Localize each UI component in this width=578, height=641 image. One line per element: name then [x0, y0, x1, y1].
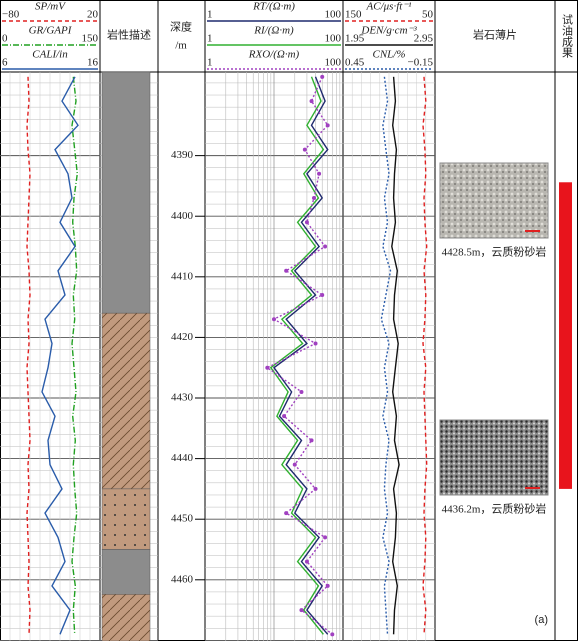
rxo-point	[314, 487, 318, 491]
thin-section-header: 岩石薄片	[473, 28, 517, 42]
rxo-point	[299, 390, 303, 394]
depth-label: 4410	[171, 270, 194, 282]
scale-right: 100	[325, 9, 342, 21]
rxo-point	[282, 414, 286, 418]
rxo-point	[284, 511, 288, 515]
rxo-point	[310, 438, 314, 442]
scale-right: 50	[422, 9, 434, 21]
depth-unit: /m	[175, 40, 187, 52]
depth-label: 4440	[171, 452, 194, 464]
scale-right: 150	[82, 33, 99, 45]
curve-name: RI/(Ω·m)	[253, 25, 294, 37]
rxo-point	[312, 196, 316, 200]
depth-header: 深度	[170, 20, 192, 34]
rxo-point	[330, 632, 334, 636]
curve-name: GR/GAPI	[29, 25, 73, 37]
scale-left: 0	[2, 33, 8, 45]
curve-name: RT/(Ω·m)	[252, 1, 295, 13]
scale-right: −0.15	[408, 57, 434, 69]
scale-left: −80	[2, 9, 20, 21]
curve-name: DEN/g·cm⁻³	[360, 25, 417, 37]
curve-name: CNL/%	[372, 49, 405, 61]
rxo-point	[305, 560, 309, 564]
lithology-interval	[102, 72, 150, 313]
curve-name: AC/μs·ft⁻¹	[366, 1, 412, 13]
depth-label: 4430	[171, 392, 194, 404]
rxo-point	[305, 220, 309, 224]
scale-right: 20	[87, 9, 99, 21]
log-curve	[423, 77, 427, 635]
scale-left: 1	[207, 57, 213, 69]
log-curve	[274, 77, 328, 635]
scale-right: 100	[325, 57, 342, 69]
photo-caption: 4428.5m，云质粉砂岩	[442, 245, 547, 259]
rxo-point	[326, 584, 330, 588]
scale-left: 0.45	[345, 57, 365, 69]
scale-left: 150	[345, 9, 362, 21]
rxo-point	[310, 99, 314, 103]
log-curve	[27, 77, 30, 635]
rxo-point	[323, 535, 327, 539]
rxo-point	[272, 317, 276, 321]
thin-section-photo	[440, 420, 548, 495]
test-interval	[559, 182, 572, 489]
lithology-pattern	[102, 489, 150, 550]
lithology-pattern	[102, 313, 150, 489]
lithology-header: 岩性描述	[107, 28, 151, 42]
scale-left: 1	[207, 33, 213, 45]
rxo-point	[284, 269, 288, 273]
rxo-point	[323, 245, 327, 249]
rxo-point	[317, 172, 321, 176]
curve-name: RXO/(Ω·m)	[248, 49, 300, 61]
rxo-point	[320, 75, 324, 79]
lithology-pattern	[102, 594, 150, 641]
rxo-point	[299, 608, 303, 612]
scale-right: 100	[325, 33, 342, 45]
rxo-point	[320, 293, 324, 297]
lithology-interval	[102, 549, 150, 594]
well-log: 岩性描述 深度 /m 岩石薄片 试油成果 (a) 4390 4400 4410 442…	[0, 0, 578, 641]
log-curve	[267, 77, 332, 635]
log-curve	[72, 77, 77, 635]
depth-label: 4420	[171, 331, 194, 343]
rxo-point	[326, 123, 330, 127]
thin-section-photo	[440, 163, 548, 238]
depth-label: 4400	[171, 210, 194, 222]
depth-label: 4390	[171, 149, 194, 161]
column-borders	[0, 0, 578, 641]
rxo-point	[314, 341, 318, 345]
curve-name: SP/mV	[35, 1, 66, 13]
rxo-point	[265, 366, 269, 370]
scale-right: 2.95	[414, 33, 434, 45]
frame	[1, 1, 578, 641]
rxo-point	[303, 148, 307, 152]
depth-label: 4460	[171, 573, 194, 585]
photo-caption: 4436.2m，云质粉砂岩	[442, 502, 547, 516]
depth-label: 4450	[171, 513, 194, 525]
rxo-point	[293, 463, 297, 467]
test-header: 试油成果	[560, 14, 573, 59]
scale-left: 1	[207, 9, 213, 21]
curve-name: CALI/in	[32, 49, 68, 61]
panel-label: (a)	[535, 614, 548, 626]
scale-left: 1.95	[345, 33, 365, 45]
scale-left: 6	[2, 57, 8, 69]
scale-right: 16	[87, 57, 99, 69]
